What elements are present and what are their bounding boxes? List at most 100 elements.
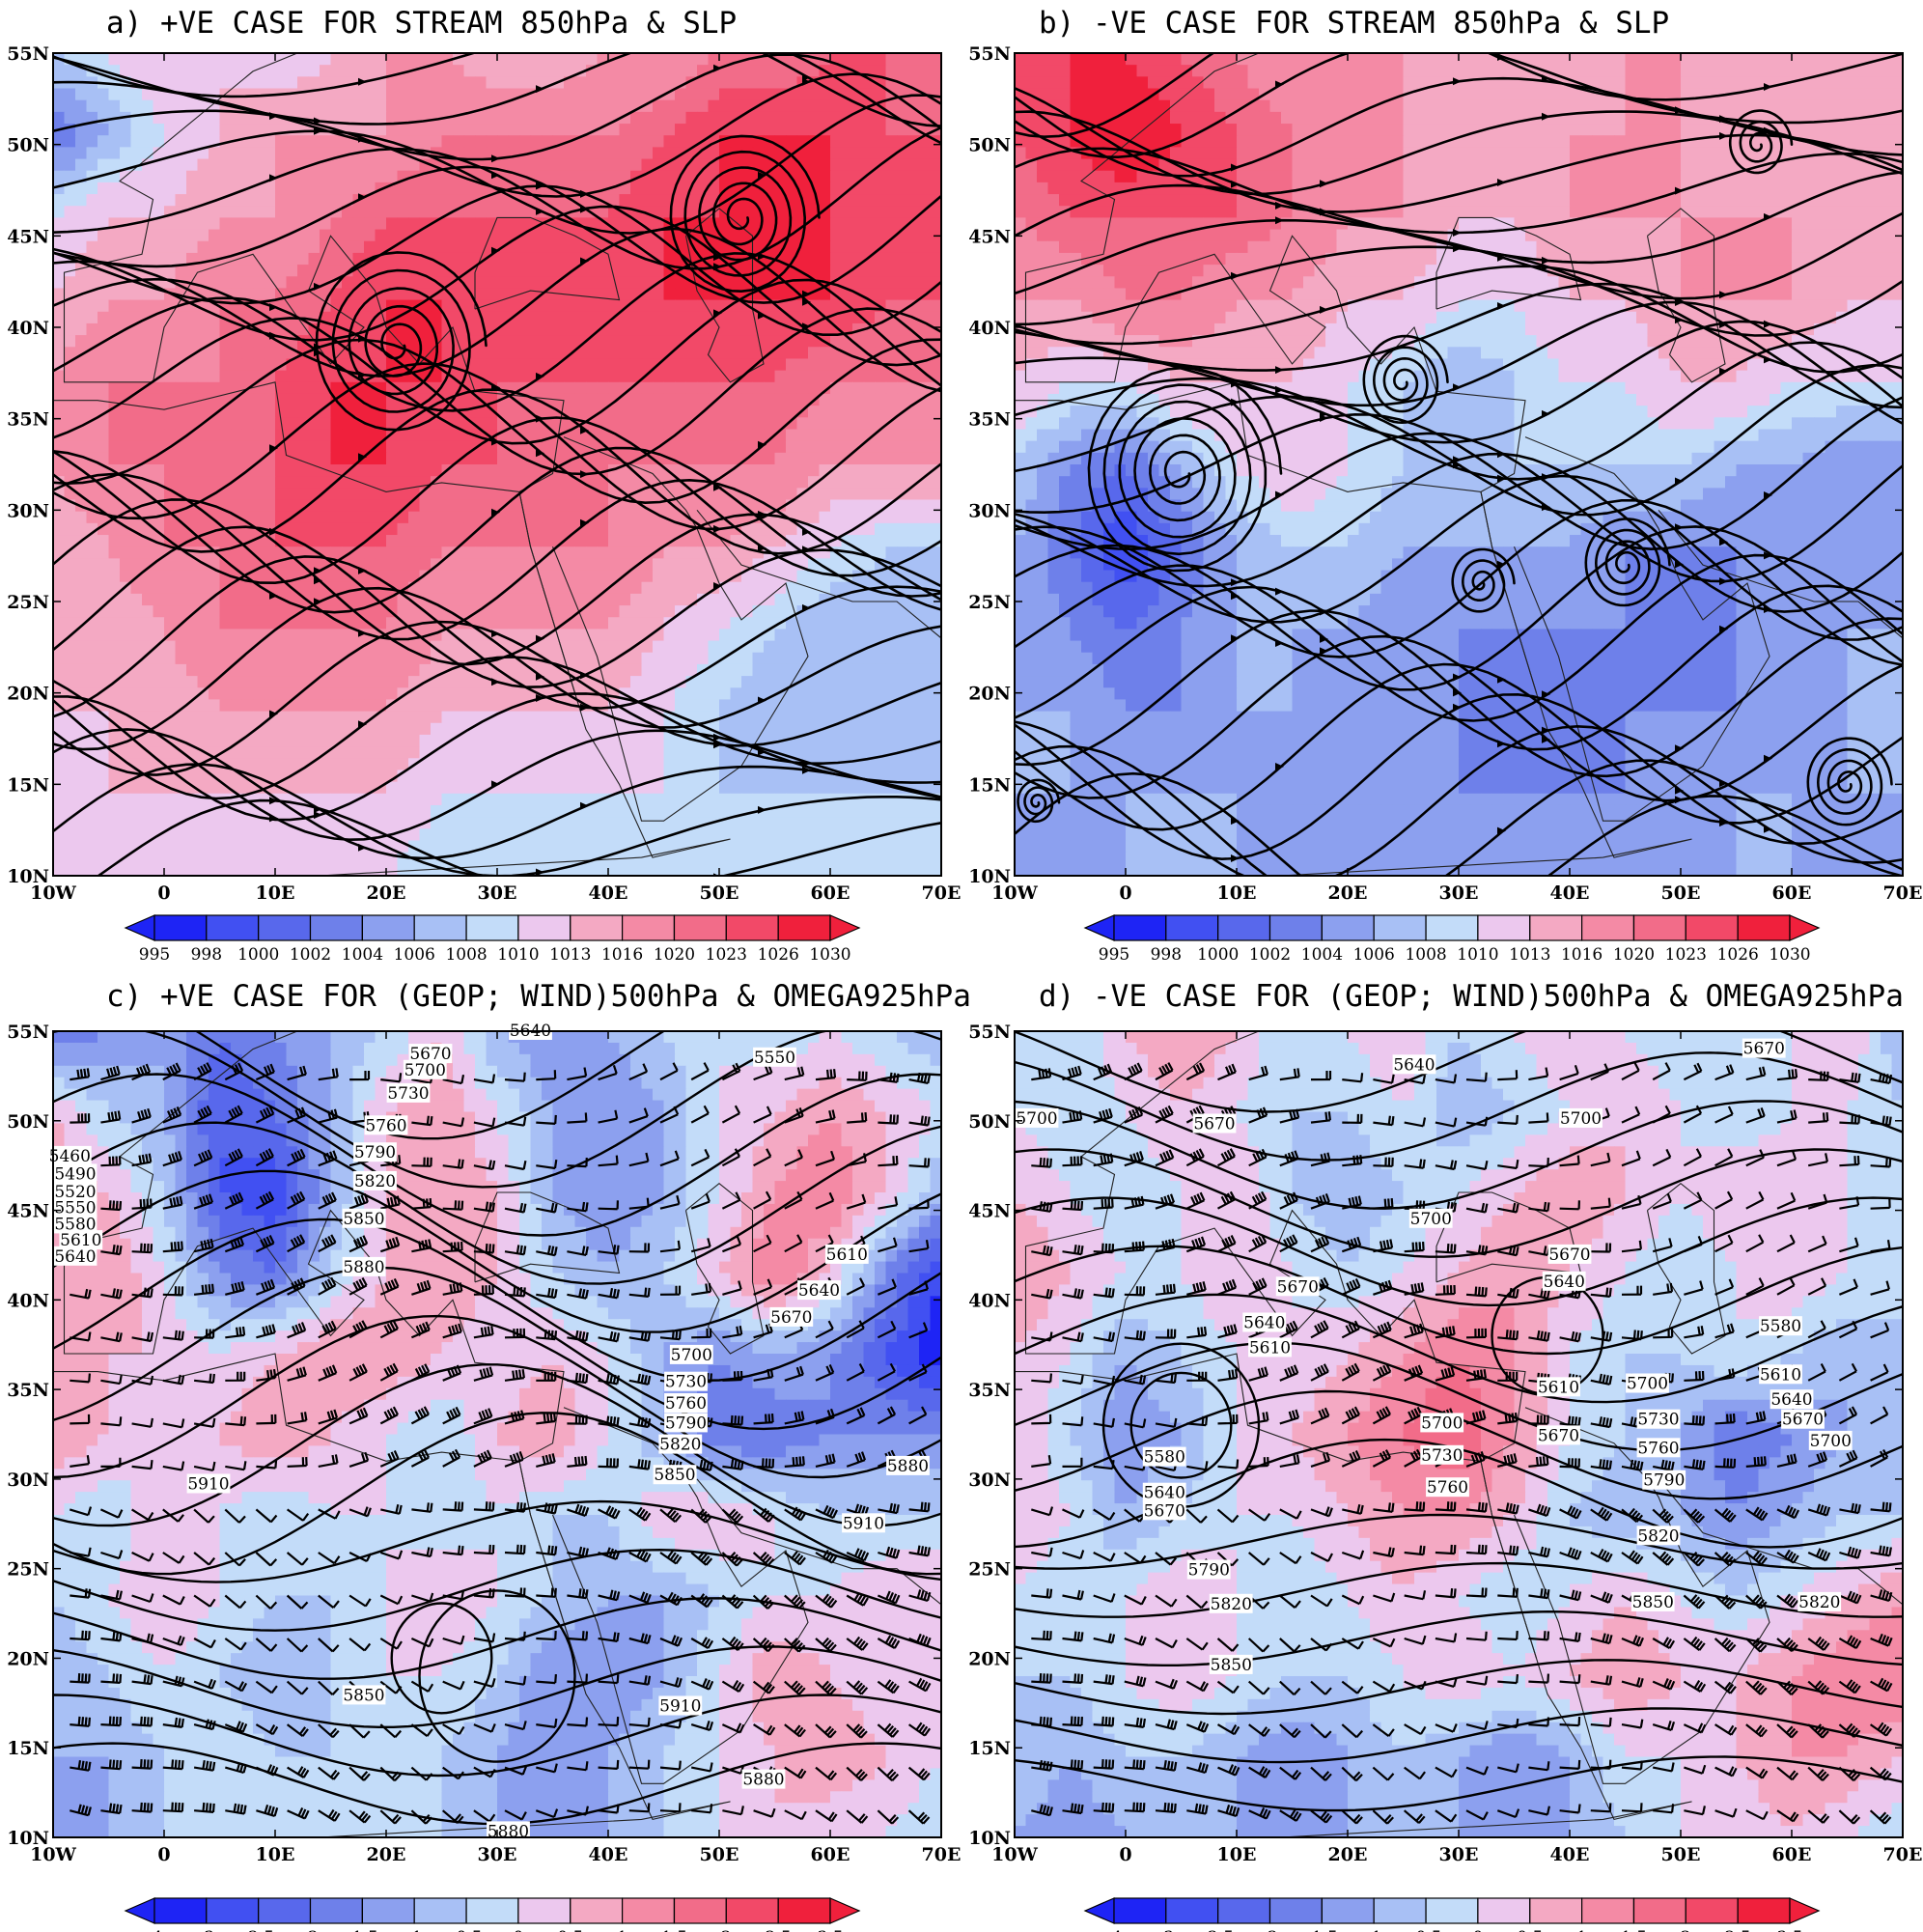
contour-label: 5670 (1275, 1276, 1320, 1297)
colorbar-segment (153, 914, 208, 941)
stream-arrow (1542, 112, 1550, 121)
stream-arrow (1275, 216, 1284, 225)
stream-arrow (1320, 634, 1328, 643)
colorbar-label: 1008 (445, 945, 487, 965)
stream-arrow (536, 449, 544, 458)
contour-label: 5670 (408, 1044, 453, 1064)
stream-arrow (314, 805, 322, 813)
contour-label: 5700 (403, 1059, 447, 1080)
colorbar-segment (258, 1897, 312, 1924)
colorbar-segment (1425, 1897, 1479, 1924)
contour-label: 5760 (1426, 1477, 1469, 1498)
colorbar-label: 0 (513, 1928, 523, 1932)
streamlines (53, 53, 941, 876)
stream-arrow (1231, 592, 1240, 601)
lon-tick-label: 10E (256, 882, 295, 904)
stream-arrow (269, 331, 278, 340)
colorbar-label: 1 (1576, 1928, 1587, 1932)
stream-arrow (1320, 409, 1328, 418)
stream-arrow (758, 171, 766, 180)
colorbar-segment (673, 1897, 727, 1924)
contour-label: 5670 (1142, 1500, 1186, 1521)
lon-tick-label: 10W (991, 1844, 1038, 1865)
vortex-spiral (669, 134, 821, 294)
lon-tick-label: 60E (1772, 882, 1812, 904)
colorbar-label: 0 (1472, 1928, 1483, 1932)
stream-arrow (802, 766, 811, 774)
contour-label: 5910 (842, 1513, 885, 1533)
lat-tick-label: 55N (7, 43, 49, 65)
colorbar-segment (206, 914, 260, 941)
stream-arrow (580, 257, 589, 266)
contour-label: 5640 (797, 1280, 841, 1301)
colorbar-label: 1026 (1717, 945, 1759, 965)
panel-b-axis-ticks: 10W 0 10E 20E 30E 40E 50E 60E 70E 10N 15N 20N 25N 30N… (968, 43, 1922, 904)
panel-c-map[interactable]: 5640567057005730576057905820585058805550… (0, 977, 942, 1841)
colorbar-segment (1165, 1897, 1219, 1924)
stream-arrow (758, 805, 766, 814)
colorbar-segment (1529, 1897, 1583, 1924)
stream-arrow (713, 582, 722, 590)
contour-label: 5880 (886, 1455, 930, 1476)
colorbar-label: 3.5 (817, 1928, 843, 1932)
stream-arrow (358, 720, 367, 729)
contour-label: 5880 (741, 1769, 786, 1790)
stream-arrow (1453, 383, 1462, 392)
panel-c: c) +VE CASE FOR (GEOP; WIND)500hPa & OME… (0, 977, 971, 1932)
colorbar-segment (1321, 914, 1375, 941)
colorbar-label: 2.5 (1725, 1928, 1751, 1932)
colorbar-segment (361, 914, 415, 941)
contour-label: 5580 (1759, 1316, 1802, 1336)
contour-label: 5670 (1537, 1425, 1580, 1445)
stream-arrow (536, 207, 544, 215)
contour-label: 5790 (1186, 1559, 1231, 1581)
stream-arrow (1231, 163, 1240, 172)
coastline (551, 1407, 809, 1784)
coastline (1015, 1031, 1526, 1462)
stream-arrow (314, 282, 322, 291)
colorbar-max-arrow (1789, 1897, 1821, 1924)
contour-label: 5700 (1808, 1430, 1853, 1451)
panel-a-map[interactable] (0, 18, 942, 906)
contour-label: 5640 (1770, 1389, 1814, 1410)
stream-arrow (1497, 560, 1506, 569)
vortex-spiral (1806, 737, 1893, 826)
panel-d-axis-ticks: 10W 0 10E 20E 30E 40E 50E 60E 70E 10N 15N 20N 25N 30N… (968, 1022, 1922, 1865)
lon-tick-label: 50E (1661, 882, 1701, 904)
coastline (1513, 436, 1770, 822)
stream-arrow (1719, 577, 1728, 586)
colorbar-label: 2 (721, 1928, 732, 1932)
coastline (696, 509, 941, 639)
contour-label: 5820 (1636, 1526, 1681, 1546)
stream-arrow (1719, 115, 1728, 124)
colorbar-label: 0.5 (1517, 1928, 1543, 1932)
stream-arrow (1497, 474, 1506, 483)
stream-arrow (1719, 779, 1728, 788)
stream-arrow (491, 383, 500, 392)
contour-label: 5610 (824, 1244, 869, 1265)
contour-label: 5580 (1142, 1446, 1186, 1468)
colorbar-segment (1268, 1897, 1323, 1924)
contour-label: 5700 (1408, 1208, 1453, 1229)
vortex-spiral (1451, 547, 1516, 613)
colorbar-label: 1006 (394, 945, 435, 965)
colorbar-max-arrow (829, 1897, 861, 1924)
lon-tick-label: 70E (922, 1844, 962, 1865)
colorbar-segment (1373, 1897, 1427, 1924)
panel-d-colorbar: -4 -3 -2.5 -2 -1.5 -1 -0.5 0 0.5 1 1.5 2 2.5 3.5 (1083, 1897, 1821, 1932)
lat-tick-label: 30N (968, 1470, 1011, 1491)
stream-arrow (580, 703, 589, 712)
stream-arrow (1719, 131, 1728, 140)
lon-tick-label: 50E (1661, 1844, 1701, 1865)
panel-b-map[interactable] (937, 2, 1904, 935)
stream-arrow (536, 182, 544, 190)
coastline (551, 436, 809, 822)
panel-b-colorbar: 995 998 1000 1002 1004 1006 1008 1010 1013 1016 10… (1083, 914, 1821, 965)
stream-arrow (491, 630, 500, 638)
contour-label: 5640 (1392, 1054, 1436, 1075)
colorbar-segment (1529, 914, 1583, 941)
stream-arrow (536, 868, 544, 876)
stream-arrow (580, 189, 589, 198)
stream-arrow (713, 733, 722, 742)
